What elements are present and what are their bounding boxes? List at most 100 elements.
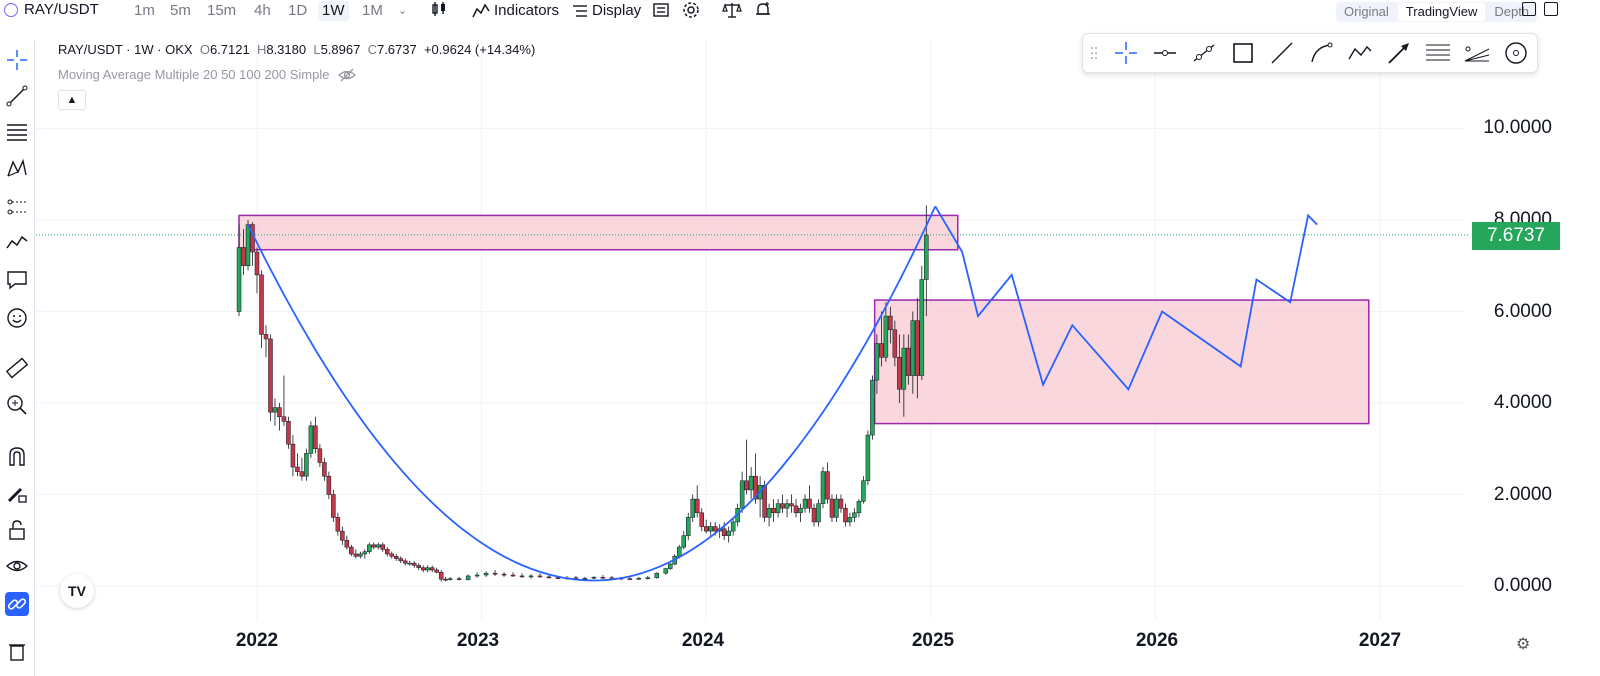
drag-handle-icon[interactable] (1087, 41, 1101, 65)
compare-icon (653, 3, 669, 17)
candle-body (712, 526, 718, 532)
parallel-channel-icon[interactable] (1425, 41, 1451, 65)
candle-body (798, 507, 803, 514)
tab-timeframe-1m-month[interactable]: 1M (362, 2, 383, 19)
candle-body (317, 448, 323, 463)
display-button[interactable]: Display (572, 1, 641, 21)
axis-settings-gear-icon[interactable]: ⚙ (1516, 636, 1531, 653)
fib-tool[interactable] (5, 120, 29, 144)
arrow-marker-icon[interactable] (1386, 41, 1412, 65)
rectangle-icon[interactable] (1230, 41, 1256, 65)
eye-off-icon[interactable] (337, 68, 356, 82)
candle-body (600, 577, 606, 579)
tab-timeframe-1d[interactable]: 1D (288, 2, 308, 19)
candle-body (474, 574, 480, 577)
tab-timeframe-1m[interactable]: 1m (134, 2, 155, 19)
candle-body (322, 462, 327, 477)
path-icon[interactable] (1347, 41, 1373, 65)
pattern-tool[interactable] (5, 157, 29, 181)
tradingview-logo[interactable]: TV (60, 574, 94, 608)
candle-body (726, 530, 731, 536)
stay-in-drawing-tool[interactable] (5, 481, 29, 505)
zoom-tool[interactable] (5, 393, 29, 417)
candle-body (447, 578, 453, 580)
lock-tool[interactable] (5, 518, 29, 542)
tab-timeframe-15m[interactable]: 15m (207, 2, 237, 19)
candle-body (402, 560, 408, 564)
scale-button[interactable] (722, 1, 742, 19)
fib-fan-icon[interactable] (1464, 41, 1490, 65)
collapse-legend-button[interactable]: ▲ (58, 90, 86, 110)
window-layout-icon[interactable] (1522, 2, 1536, 16)
candle-body (663, 568, 669, 574)
brush-tool[interactable] (5, 231, 29, 255)
view-original[interactable]: Original (1344, 4, 1389, 19)
price-tick-label: 4.0000 (1493, 392, 1552, 413)
tab-timeframe-5m[interactable]: 5m (170, 2, 191, 19)
curve-icon[interactable] (1308, 41, 1334, 65)
candle-body (443, 578, 448, 581)
indicators-button[interactable]: Indicators (472, 1, 559, 21)
candle-body (380, 544, 386, 550)
trend-line-tool[interactable] (5, 84, 29, 108)
xabcd-pattern-icon (7, 158, 27, 177)
tab-timeframe-4h[interactable]: 4h (254, 2, 271, 19)
candle-body (353, 553, 359, 557)
bell-plus-icon (756, 2, 770, 15)
candle-body (784, 503, 790, 509)
time-tick-label: 2025 (911, 630, 955, 651)
hide-drawings-tool[interactable] (5, 554, 29, 578)
compare-button[interactable] (652, 1, 670, 19)
candle-body (259, 274, 264, 335)
candle-body (685, 517, 691, 536)
trash-icon (9, 644, 25, 661)
top-bar: RAY/USDT 1m 5m 15m 4h 1D 1W 1M ⌄ Indicat… (0, 0, 1600, 22)
view-tradingview[interactable]: TradingView (1397, 3, 1486, 21)
candle-body (879, 343, 884, 358)
fullscreen-icon[interactable] (1544, 2, 1558, 16)
legend-close-value: 7.6737 (376, 42, 417, 57)
candle-body (771, 507, 776, 514)
candle-type-button[interactable] (430, 1, 448, 17)
measure-tool[interactable] (5, 356, 29, 380)
trend-segment-icon[interactable] (1191, 41, 1217, 65)
candle-body (492, 572, 498, 575)
sync-drawings-tool[interactable] (5, 592, 29, 616)
legend-open-label: O (199, 42, 210, 57)
legend-change: +0.9624 (+14.34%) (423, 42, 536, 57)
candle-body (802, 498, 808, 509)
timeframe-dropdown-chevron-icon[interactable]: ⌄ (398, 5, 408, 17)
view-depth[interactable]: Depth (1494, 4, 1530, 19)
settings-button[interactable] (682, 1, 700, 19)
horizontal-ray-icon[interactable] (1152, 41, 1178, 65)
candle-body (627, 578, 633, 580)
candle-body (897, 357, 902, 390)
tab-timeframe-1w[interactable]: 1W (318, 1, 349, 21)
remove-drawings-tool[interactable] (5, 640, 29, 662)
gear-icon (683, 2, 699, 18)
polyline-icon (6, 235, 28, 249)
legend-open-value: 6.7121 (209, 42, 250, 57)
crosshair-icon[interactable] (1113, 41, 1139, 65)
candle-body (465, 575, 471, 580)
ellipse-icon[interactable] (1503, 41, 1529, 65)
crosshair-tool[interactable] (5, 48, 29, 72)
display-label: Display (592, 2, 642, 19)
time-tick-label: 2022 (235, 630, 279, 651)
candle-body (398, 558, 403, 562)
candle-body (748, 475, 754, 491)
magnet-tool[interactable] (5, 444, 29, 468)
line-icon[interactable] (1269, 41, 1295, 65)
candle-body (407, 562, 412, 565)
prediction-tool[interactable] (5, 195, 29, 219)
candle-body (254, 251, 260, 276)
candle-body (753, 475, 758, 500)
candle-body (694, 498, 700, 514)
symbol-selector[interactable]: RAY/USDT (4, 1, 99, 18)
alert-button[interactable] (754, 1, 772, 19)
candle-body (870, 379, 875, 436)
emoji-tool[interactable] (5, 306, 29, 330)
text-tool[interactable] (5, 268, 29, 292)
candle-body (676, 546, 682, 557)
